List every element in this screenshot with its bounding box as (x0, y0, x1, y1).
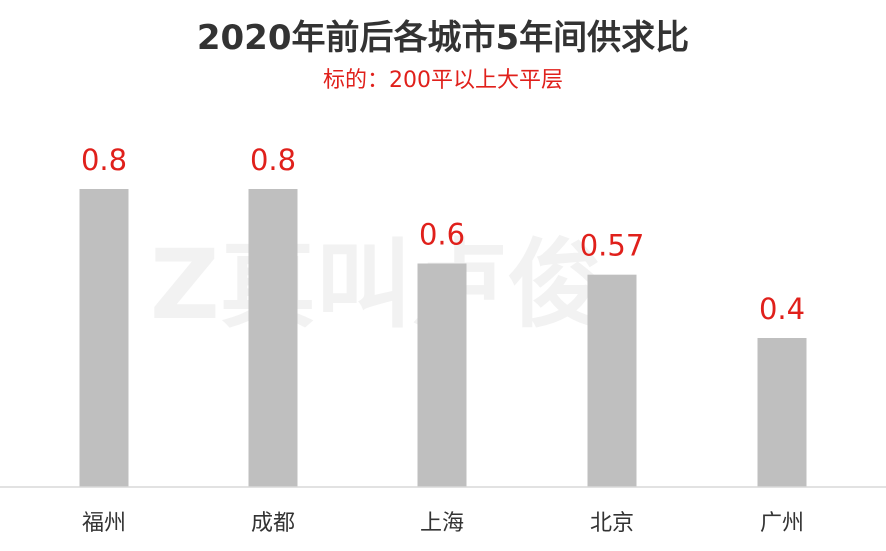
data-label-4: 0.4 (759, 292, 805, 326)
bar-3 (587, 274, 637, 487)
bar-1 (248, 189, 298, 487)
bar-2 (417, 263, 467, 487)
data-labels-layer: 0.8 0.8 0.6 0.57 0.4 (81, 143, 805, 326)
bar-4 (757, 338, 807, 487)
category-label-0: 福州 (82, 511, 126, 536)
category-label-2: 上海 (420, 511, 464, 536)
category-label-4: 广州 (760, 511, 804, 536)
watermark-logo: Z真叫卢俊 (150, 229, 604, 341)
bar-0 (79, 189, 129, 487)
data-label-0: 0.8 (81, 143, 127, 177)
category-label-3: 北京 (590, 511, 634, 536)
chart-title: 2020年前后各城市5年间供求比 (196, 18, 690, 58)
category-labels-layer: 福州 成都 上海 北京 广州 (82, 511, 804, 536)
data-label-1: 0.8 (250, 143, 296, 177)
data-label-2: 0.6 (419, 218, 465, 252)
svg-text:Z真叫卢俊: Z真叫卢俊 (150, 229, 604, 341)
category-label-1: 成都 (251, 511, 295, 536)
data-label-3: 0.57 (580, 229, 645, 263)
chart-subtitle: 标的：200平以上大平层 (323, 68, 563, 93)
bars-layer (79, 189, 807, 487)
